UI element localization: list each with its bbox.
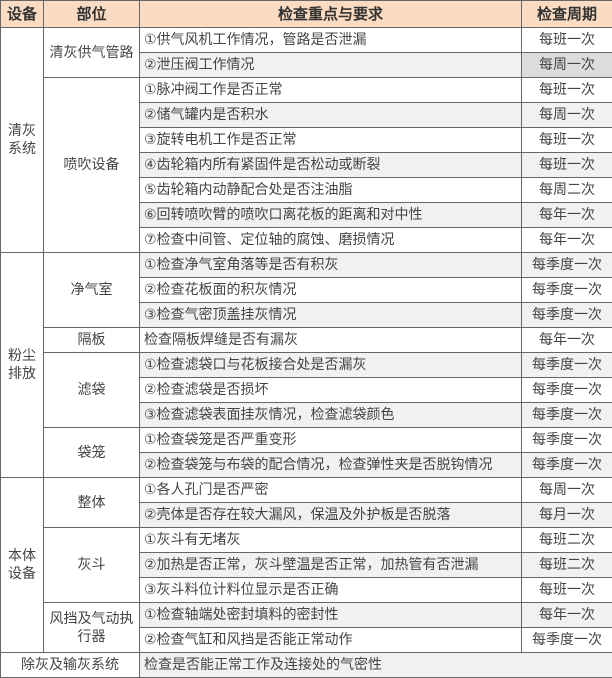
period-cell: 每季度一次 <box>522 278 612 303</box>
equipment-cell: 清灰系统 <box>1 28 44 253</box>
period-cell: 每班一次 <box>522 78 612 103</box>
requirement-cell: ①检查滤袋口与花板接合处是否漏灰 <box>140 353 522 378</box>
requirement-cell: ②检查花板面的积灰情况 <box>140 278 522 303</box>
period-cell: 每班二次 <box>522 528 612 553</box>
period-cell: 每班一次 <box>522 153 612 178</box>
requirement-cell: ②检查气缸和风挡是否能正常动作 <box>140 628 522 653</box>
period-cell: 每季度一次 <box>522 253 612 278</box>
part-cell: 清灰供气管路 <box>44 28 140 78</box>
part-cell: 隔板 <box>44 328 140 353</box>
requirement-cell: ①供气风机工作情况，管路是否泄漏 <box>140 28 522 53</box>
period-cell: 每季度一次 <box>522 453 612 478</box>
requirement-cell: ②泄压阀工作情况 <box>140 53 522 78</box>
requirement-cell: ③旋转电机工作是否正常 <box>140 128 522 153</box>
period-cell: 每周一次 <box>522 103 612 128</box>
requirement-cell: 检查隔板焊缝是否有漏灰 <box>140 328 522 353</box>
period-cell: 每月一次 <box>522 503 612 528</box>
period-cell: 每周二次 <box>522 178 612 203</box>
requirement-cell: ①检查净气室角落等是否有积灰 <box>140 253 522 278</box>
requirement-cell: 检查是否能正常工作及连接处的气密性 <box>140 653 612 678</box>
part-cell: 风挡及气动执行器 <box>44 603 140 653</box>
equipment-cell: 除灰及输灰系统 <box>1 653 140 678</box>
requirement-cell: ⑦检查中间管、定位轴的腐蚀、磨损情况 <box>140 228 522 253</box>
requirement-cell: ①脉冲阀工作是否正常 <box>140 78 522 103</box>
part-cell: 整体 <box>44 478 140 528</box>
period-cell: 每季度一次 <box>522 428 612 453</box>
part-cell: 灰斗 <box>44 528 140 603</box>
requirement-cell: ⑥回转喷吹臂的喷吹口离花板的距离和对中性 <box>140 203 522 228</box>
period-cell: 每年一次 <box>522 328 612 353</box>
requirement-cell: ②加热是否正常，灰斗壁温是否正常，加热管有否泄漏 <box>140 553 522 578</box>
requirement-cell: ①各人孔门是否严密 <box>140 478 522 503</box>
requirement-cell: ④齿轮箱内所有紧固件是否松动或断裂 <box>140 153 522 178</box>
equipment-cell: 粉尘排放 <box>1 253 44 478</box>
part-cell: 滤袋 <box>44 353 140 428</box>
footer-row: 除灰及输灰系统检查是否能正常工作及连接处的气密性 <box>1 653 612 678</box>
requirement-cell: ①灰斗有无堵灰 <box>140 528 522 553</box>
part-cell: 袋笼 <box>44 428 140 478</box>
period-cell: 每班二次 <box>522 553 612 578</box>
period-cell: 每班一次 <box>522 578 612 603</box>
table-row: 隔板检查隔板焊缝是否有漏灰每年一次 <box>1 328 612 353</box>
requirement-cell: ①检查轴端处密封填料的密封性 <box>140 603 522 628</box>
period-cell: 每年一次 <box>522 228 612 253</box>
period-cell: 每周一次 <box>522 53 612 78</box>
period-cell: 每班一次 <box>522 128 612 153</box>
period-cell: 每年一次 <box>522 603 612 628</box>
requirement-cell: ①检查袋笼是否严重变形 <box>140 428 522 453</box>
requirement-cell: ③检查滤袋表面挂灰情况，检查滤袋颜色 <box>140 403 522 428</box>
requirement-cell: ②储气罐内是否积水 <box>140 103 522 128</box>
part-cell: 喷吹设备 <box>44 78 140 253</box>
period-cell: 每季度一次 <box>522 403 612 428</box>
requirement-cell: ②检查滤袋是否损坏 <box>140 378 522 403</box>
period-cell: 每周一次 <box>522 478 612 503</box>
equipment-cell: 本体设备 <box>1 478 44 653</box>
period-cell: 每季度一次 <box>522 303 612 328</box>
part-cell: 净气室 <box>44 253 140 328</box>
requirement-cell: ③检查气密顶盖挂灰情况 <box>140 303 522 328</box>
header-requirements: 检查重点与要求 <box>140 1 522 28</box>
header-part: 部位 <box>44 1 140 28</box>
requirement-cell: ②壳体是否存在较大漏风，保温及外护板是否脱落 <box>140 503 522 528</box>
period-cell: 每班一次 <box>522 28 612 53</box>
requirement-cell: ③灰斗料位计料位显示是否正确 <box>140 578 522 603</box>
period-cell: 每季度一次 <box>522 378 612 403</box>
requirement-cell: ②检查袋笼与布袋的配合情况，检查弹性夹是否脱钩情况 <box>140 453 522 478</box>
header-row: 设备 部位 检查重点与要求 检查周期 <box>1 1 612 28</box>
period-cell: 每季度一次 <box>522 628 612 653</box>
requirement-cell: ⑤齿轮箱内动静配合处是否注油脂 <box>140 178 522 203</box>
header-period: 检查周期 <box>522 1 612 28</box>
period-cell: 每年一次 <box>522 203 612 228</box>
period-cell: 每季度一次 <box>522 353 612 378</box>
header-equipment: 设备 <box>1 1 44 28</box>
